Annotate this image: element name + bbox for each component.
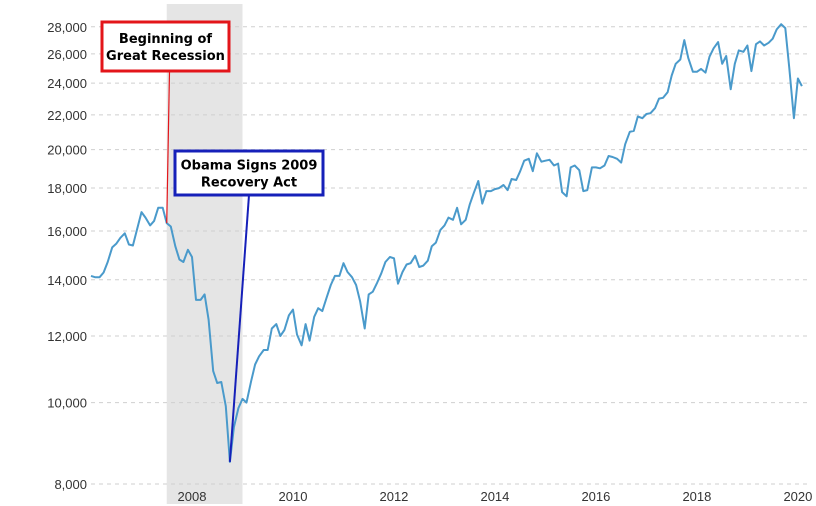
x-tick-label: 2010 (279, 489, 308, 504)
y-tick-label: 24,000 (47, 76, 87, 91)
x-tick-label: 2014 (480, 489, 509, 504)
y-axis-tick-labels: 8,000 10,000 12,000 14,000 16,000 18,000 20,00… (47, 20, 87, 492)
annotation-text: Recovery Act (201, 176, 297, 191)
y-tick-label: 10,000 (47, 396, 87, 411)
x-tick-label: 2016 (581, 489, 610, 504)
y-tick-label: 22,000 (47, 108, 87, 123)
annotation-leader-line (166, 70, 171, 224)
annotation-layer: Beginning of Great Recession Obama Signs 2… (100, 20, 325, 462)
y-tick-label: 16,000 (47, 224, 87, 239)
series-line (90, 23, 803, 463)
annotation-callout: Obama Signs 2009 Recovery Act (173, 149, 325, 462)
x-axis-tick-labels: 2008 2010 2012 2014 2016 2018 2020 (178, 489, 813, 504)
x-tick-label: 2020 (783, 489, 812, 504)
recession-shading (166, 4, 243, 504)
recession-band-layer (166, 4, 243, 504)
x-tick-label: 2012 (379, 489, 408, 504)
y-tick-label: 14,000 (47, 273, 87, 288)
annotation-callout: Beginning of Great Recession (100, 20, 231, 224)
y-tick-label: 26,000 (47, 47, 87, 62)
y-tick-label: 20,000 (47, 143, 87, 158)
annotation-text: Beginning of (119, 32, 212, 47)
y-tick-label: 18,000 (47, 181, 87, 196)
annotation-leader-line (228, 194, 250, 462)
annotation-text: Obama Signs 2009 (181, 159, 318, 174)
x-tick-label: 2008 (178, 489, 207, 504)
annotation-text: Great Recession (106, 49, 225, 64)
series-layer (90, 23, 803, 463)
y-tick-label: 8,000 (54, 477, 87, 492)
annotation-box (173, 149, 325, 197)
y-tick-label: 28,000 (47, 20, 87, 35)
y-tick-label: 12,000 (47, 329, 87, 344)
x-tick-label: 2018 (682, 489, 711, 504)
annotation-box (100, 20, 231, 73)
